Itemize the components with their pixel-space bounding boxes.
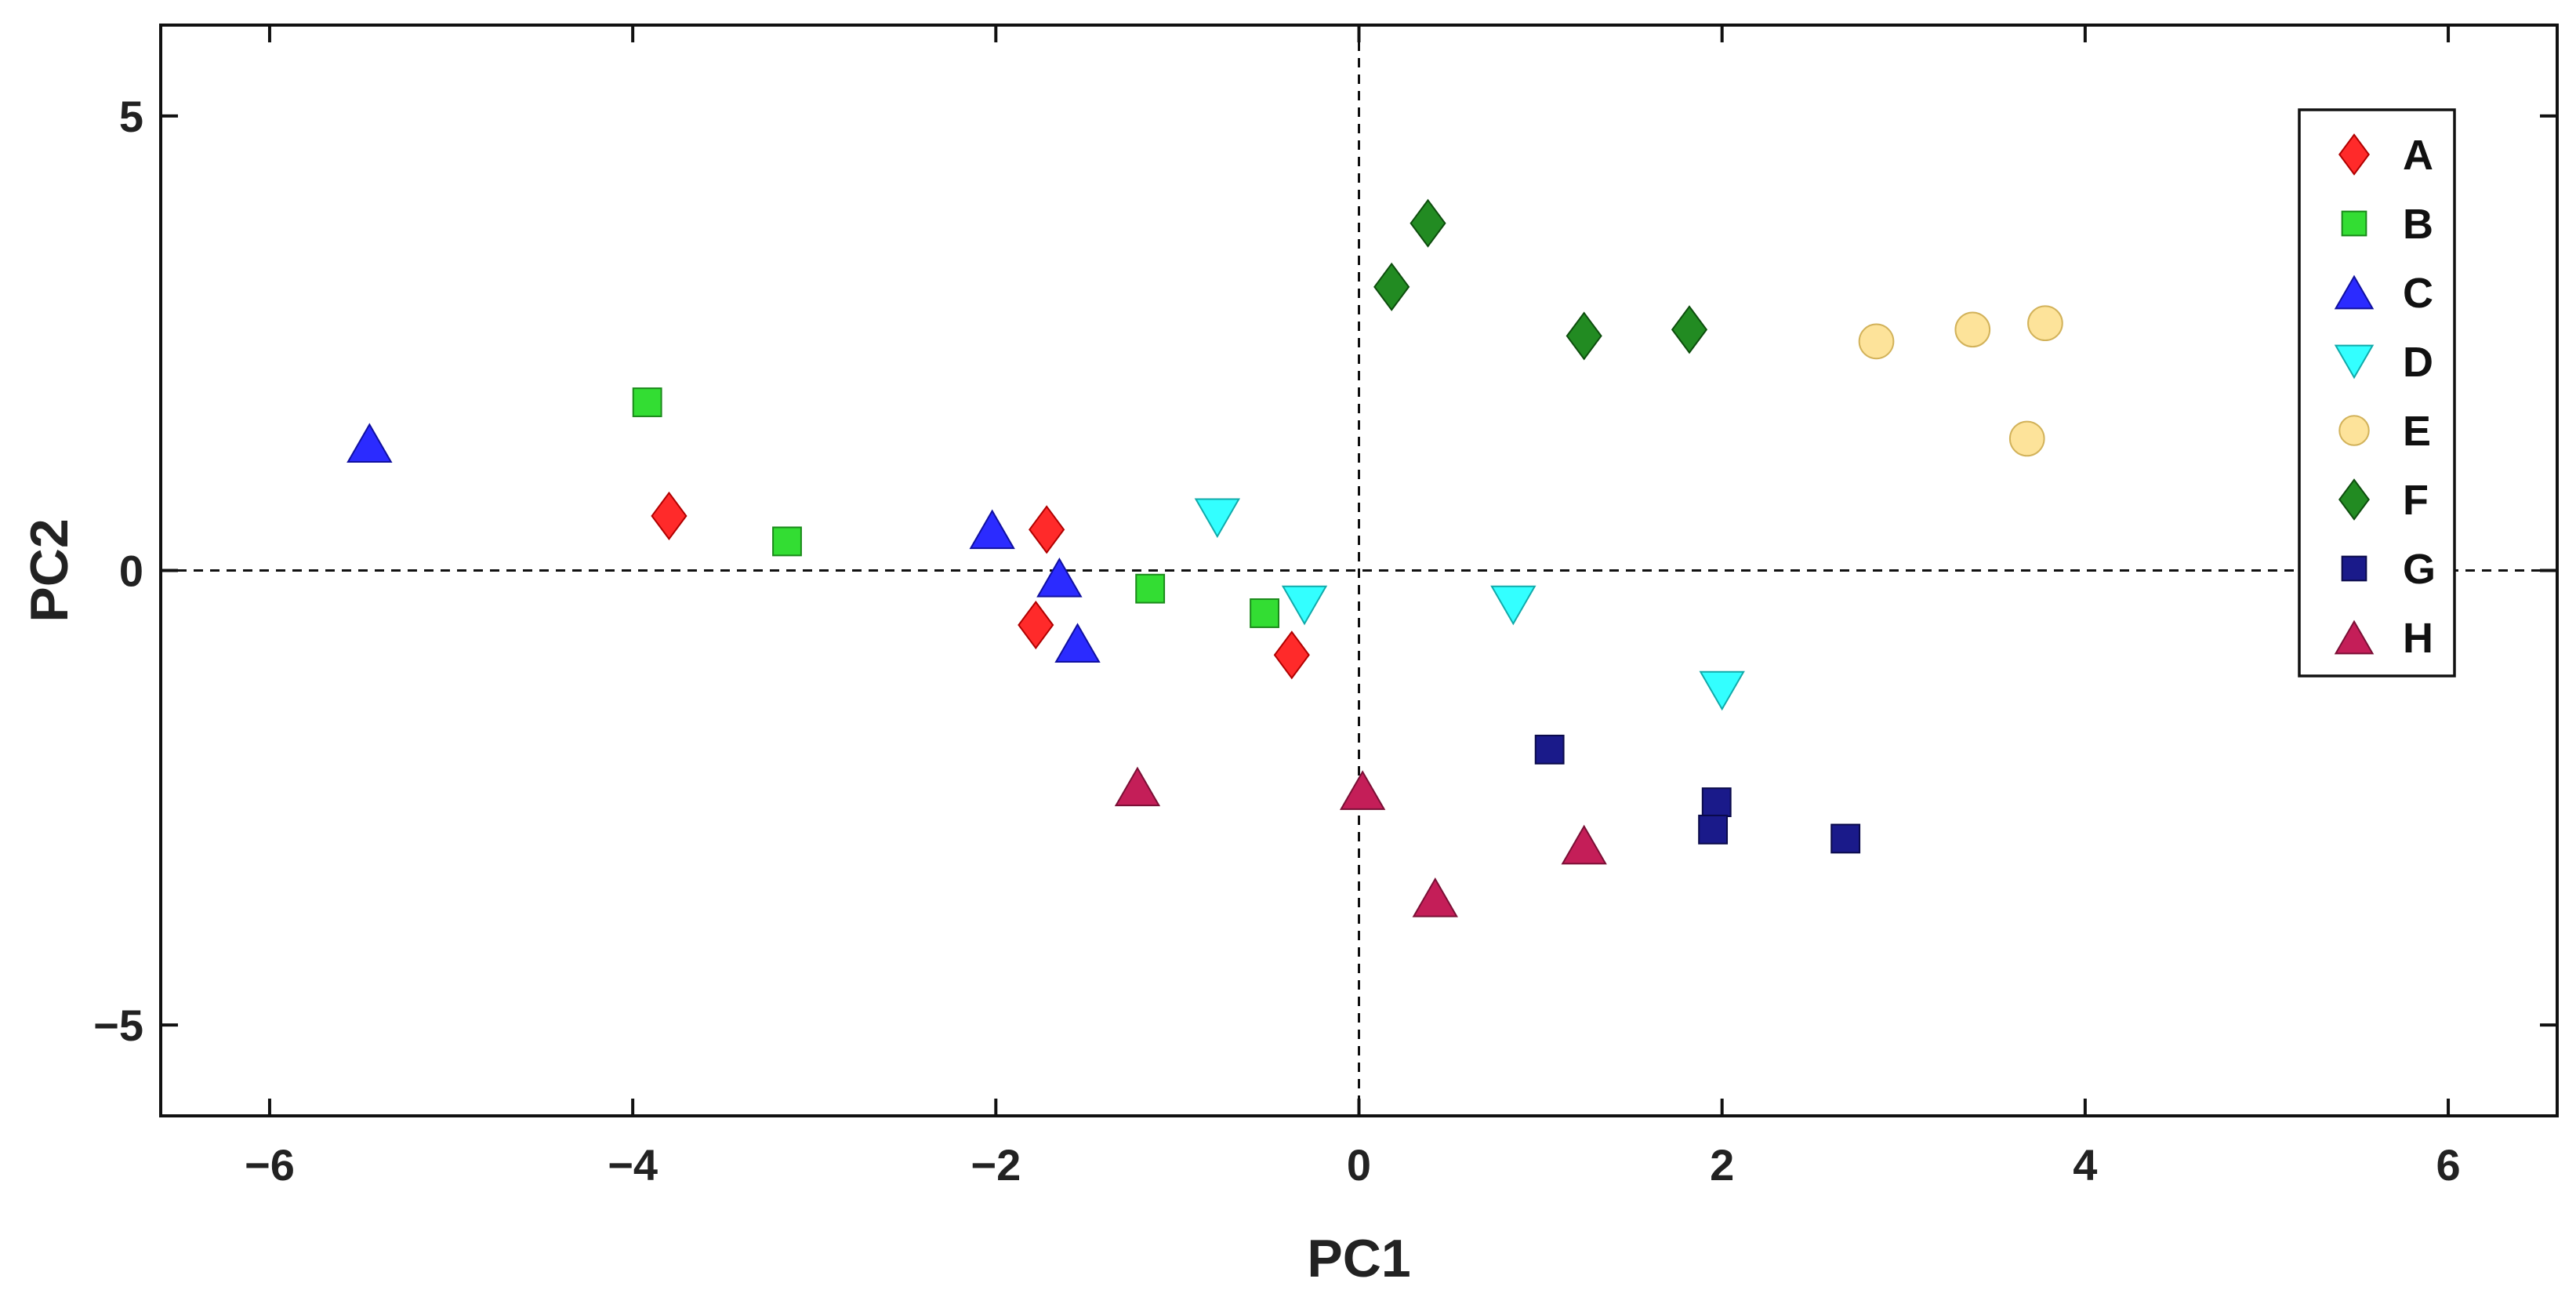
point-a-1 bbox=[651, 491, 688, 541]
point-b-2 bbox=[772, 526, 802, 557]
x-tick-label: 4 bbox=[2073, 1140, 2097, 1190]
data-points bbox=[346, 198, 2063, 917]
legend-item-a: A bbox=[2338, 132, 2433, 179]
ticks: −6 −4 −2 0 2 4 6 −5 0 5 bbox=[93, 25, 2557, 1190]
legend-label-f: F bbox=[2403, 477, 2429, 524]
legend-label-d: D bbox=[2403, 339, 2433, 386]
y-axis-title: PC2 bbox=[20, 518, 79, 622]
point-b-4 bbox=[1250, 598, 1279, 628]
point-a-2 bbox=[1029, 505, 1065, 554]
point-h-1 bbox=[1114, 766, 1161, 807]
point-h-2 bbox=[1339, 770, 1386, 810]
point-d-4 bbox=[1699, 670, 1745, 711]
series-c bbox=[346, 423, 1101, 663]
point-a-4 bbox=[1273, 630, 1310, 680]
legend-marker-g bbox=[2341, 555, 2367, 582]
point-h-3 bbox=[1561, 824, 1607, 865]
legend-marker-b bbox=[2341, 210, 2367, 237]
series-a bbox=[651, 491, 1310, 680]
series-g bbox=[1534, 734, 1861, 854]
legend-label-g: G bbox=[2403, 546, 2436, 593]
point-e-3 bbox=[2027, 305, 2063, 342]
point-e-4 bbox=[2008, 420, 2045, 457]
legend-marker-c bbox=[2334, 274, 2375, 310]
point-f-1 bbox=[1410, 198, 1446, 248]
legend-label-b: B bbox=[2403, 201, 2433, 248]
point-f-3 bbox=[1566, 311, 1602, 361]
legend-item-d: D bbox=[2334, 339, 2433, 386]
legend-marker-a bbox=[2338, 133, 2370, 176]
legend-item-b: B bbox=[2341, 201, 2433, 248]
legend-label-a: A bbox=[2403, 132, 2433, 179]
reference-lines bbox=[161, 25, 2557, 1116]
point-c-1 bbox=[346, 423, 393, 463]
series-b bbox=[632, 387, 1279, 628]
legend-item-c: C bbox=[2334, 270, 2433, 317]
x-tick-label: 6 bbox=[2436, 1140, 2460, 1190]
x-tick-label: −6 bbox=[245, 1140, 295, 1190]
series-e bbox=[1858, 305, 2063, 457]
point-g-4 bbox=[1830, 823, 1861, 854]
y-tick-label: 5 bbox=[119, 92, 143, 141]
point-e-2 bbox=[1954, 311, 1991, 348]
x-tick-label: −2 bbox=[971, 1140, 1021, 1190]
legend-label-h: H bbox=[2403, 615, 2433, 662]
x-tick-label: −4 bbox=[608, 1140, 658, 1190]
legend-label-e: E bbox=[2403, 408, 2431, 455]
x-axis-title: PC1 bbox=[1307, 1229, 1410, 1288]
legend-marker-e bbox=[2338, 415, 2370, 446]
point-d-2 bbox=[1281, 585, 1328, 626]
legend-item-f: F bbox=[2338, 477, 2429, 524]
legend-item-g: G bbox=[2341, 546, 2436, 593]
point-a-3 bbox=[1018, 600, 1054, 650]
y-tick-label: −5 bbox=[93, 1001, 143, 1050]
legend-item-e: E bbox=[2338, 408, 2431, 455]
point-c-4 bbox=[1054, 623, 1101, 663]
point-f-4 bbox=[1671, 305, 1708, 354]
x-tick-label: 2 bbox=[1710, 1140, 1734, 1190]
legend-marker-h bbox=[2334, 619, 2375, 655]
series-f bbox=[1373, 198, 1708, 361]
legend-item-h: H bbox=[2334, 615, 2433, 662]
point-d-1 bbox=[1194, 498, 1241, 539]
legend-marker-f bbox=[2338, 478, 2370, 521]
y-tick-label: 0 bbox=[119, 547, 143, 596]
legend-label-c: C bbox=[2403, 270, 2433, 317]
point-e-1 bbox=[1858, 323, 1895, 360]
series-d bbox=[1194, 498, 1745, 711]
point-g-2 bbox=[1701, 787, 1732, 818]
x-tick-label: 0 bbox=[1347, 1140, 1371, 1190]
legend-box bbox=[2298, 108, 2456, 678]
point-g-1 bbox=[1534, 734, 1565, 765]
point-h-4 bbox=[1412, 877, 1458, 917]
point-g-3 bbox=[1698, 814, 1729, 845]
legend-marker-d bbox=[2334, 344, 2375, 380]
point-d-3 bbox=[1490, 585, 1537, 626]
point-c-2 bbox=[969, 509, 1015, 550]
point-c-3 bbox=[1036, 557, 1083, 598]
point-b-3 bbox=[1135, 573, 1166, 604]
series-h bbox=[1114, 766, 1607, 917]
point-b-1 bbox=[632, 387, 662, 417]
point-f-2 bbox=[1373, 262, 1410, 311]
